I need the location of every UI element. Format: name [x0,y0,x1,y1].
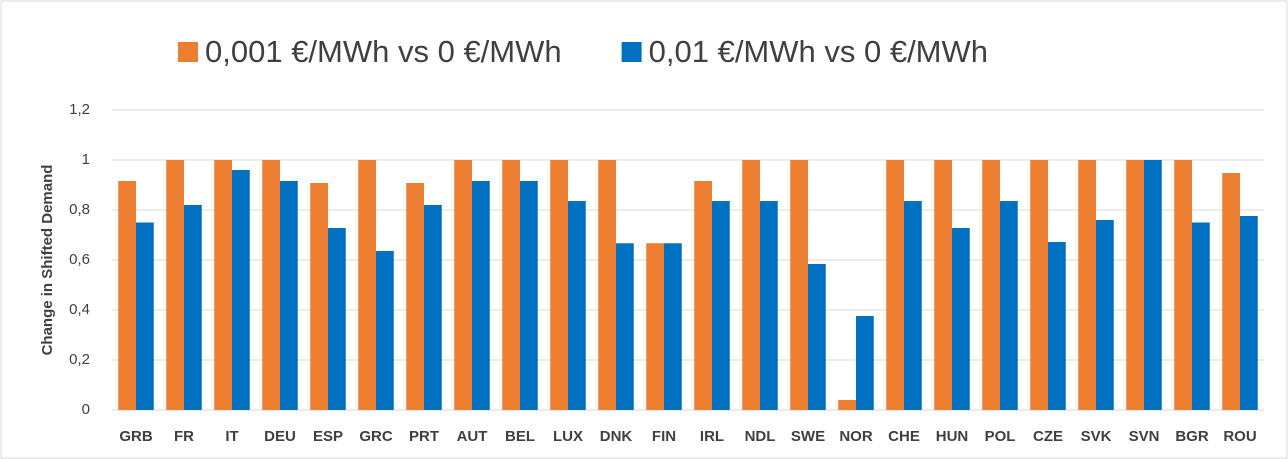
bar [790,160,808,410]
bar [520,181,538,410]
bar [310,183,328,410]
x-tick-label: ROU [1223,428,1256,445]
bar [424,205,442,410]
bar [808,264,826,410]
bar [280,181,298,410]
bar [472,181,490,410]
legend-label: 0,001 €/MWh vs 0 €/MWh [205,34,562,69]
bar [184,205,202,410]
bar [1000,201,1018,410]
x-tick-label: NDL [745,428,776,445]
x-tick-label: NOR [839,428,873,445]
bar [454,160,472,410]
x-tick-label: LUX [553,428,583,445]
bar [214,160,232,410]
legend-swatch [178,42,198,62]
bar [1174,160,1192,410]
y-tick-label: 1 [82,151,90,168]
bar [1030,160,1048,410]
bar [1144,160,1162,410]
bar [406,183,424,410]
x-tick-label: DEU [264,428,296,445]
x-tick-label: FIN [652,428,676,445]
bar [838,400,856,410]
x-tick-label: FR [174,428,194,445]
bar [262,160,280,410]
bar [742,160,760,410]
y-tick-label: 0 [82,401,90,418]
x-tick-label: SVK [1081,428,1112,445]
bar [1096,220,1114,410]
bar [1240,216,1258,410]
bar [568,201,586,410]
x-tick-label: ESP [313,428,343,445]
bar [664,243,682,410]
bar [646,243,664,410]
legend-swatch [621,42,642,62]
bar [934,160,952,410]
x-tick-label: BEL [505,428,535,445]
bar [760,201,778,410]
bar [982,160,1000,410]
x-tick-label: POL [985,428,1016,445]
bar [904,201,922,410]
bar [232,170,250,410]
x-tick-label: BGR [1175,428,1209,445]
y-axis-label: Change in Shifted Demand [39,165,56,356]
bar [1126,160,1144,410]
bar [1192,222,1210,410]
bar [136,222,154,410]
bar [328,228,346,410]
bar [502,160,520,410]
bar [550,160,568,410]
bar [694,181,712,410]
y-tick-label: 0,4 [69,301,90,318]
x-tick-label: HUN [936,428,969,445]
bar [616,243,634,410]
x-tick-label: SVN [1129,428,1160,445]
bar [712,201,730,410]
bar [376,251,394,410]
legend-label: 0,01 €/MWh vs 0 €/MWh [649,34,988,69]
x-tick-label: PRT [409,428,439,445]
bar [166,160,184,410]
x-tick-label: IRL [700,428,724,445]
bar [856,316,874,410]
bar [598,160,616,410]
x-tick-label: CZE [1033,428,1063,445]
bar [1048,242,1066,410]
x-tick-label: AUT [457,428,488,445]
bar [1078,160,1096,410]
bar [1222,173,1240,410]
bar [358,160,376,410]
x-tick-label: SWE [791,428,825,445]
x-tick-label: IT [225,428,238,445]
y-tick-label: 0,2 [69,351,90,368]
x-tick-label: DNK [600,428,633,445]
x-tick-label: GRB [119,428,153,445]
bar [886,160,904,410]
x-tick-label: GRC [359,428,393,445]
y-tick-label: 1,2 [69,101,90,118]
bar [952,228,970,410]
x-tick-label: CHE [888,428,920,445]
y-tick-label: 0,6 [69,251,90,268]
y-tick-label: 0,8 [69,201,90,218]
bar [118,181,136,410]
